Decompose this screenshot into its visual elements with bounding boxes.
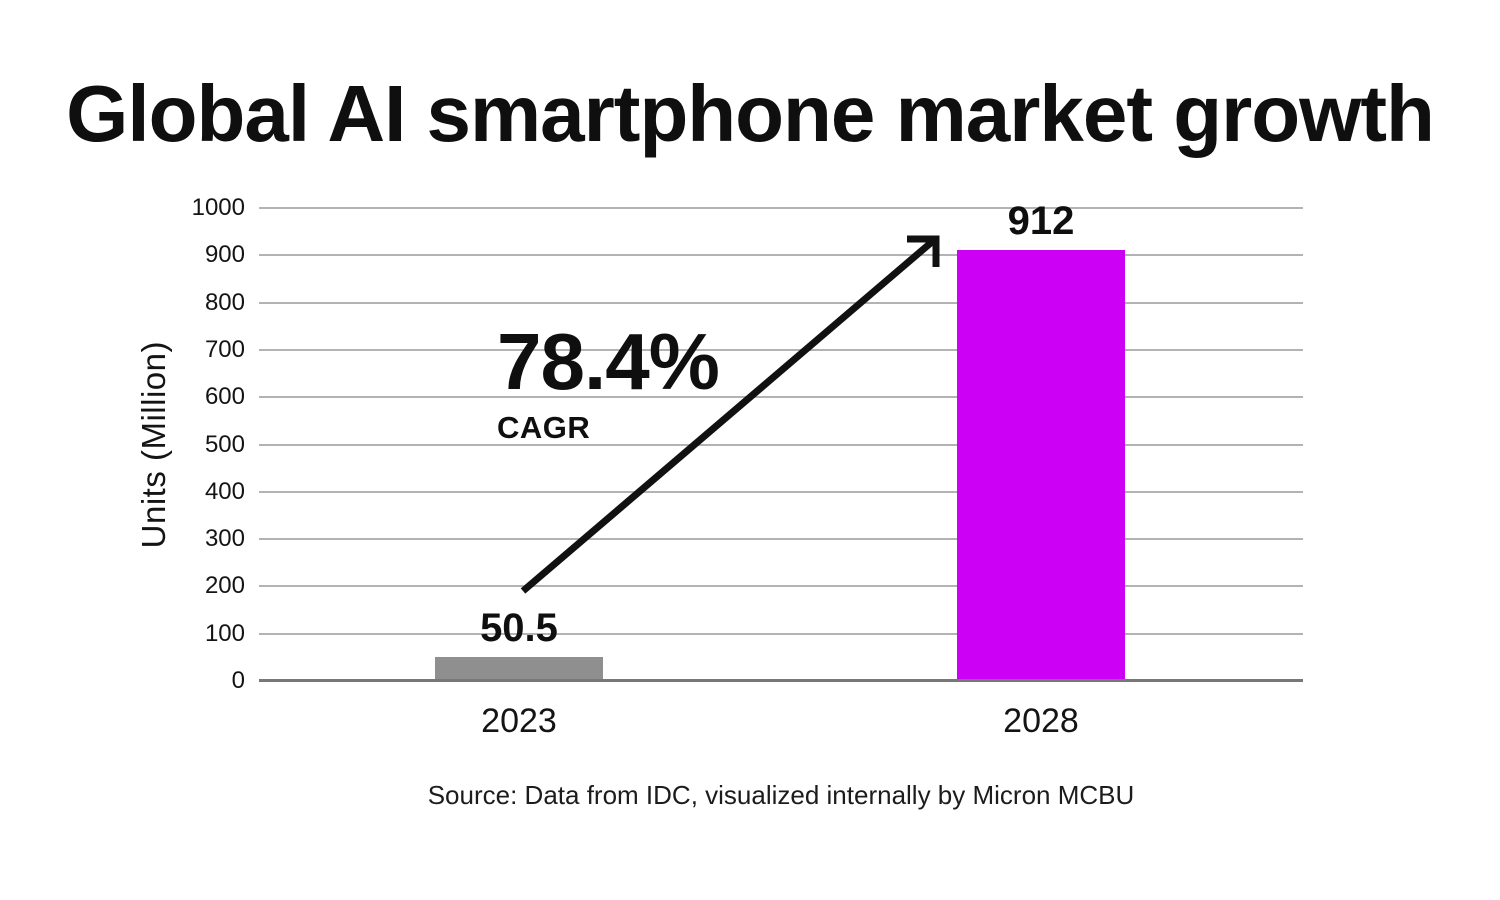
y-tick-label-100: 100: [204, 619, 245, 647]
y-tick-label-900: 900: [204, 241, 245, 269]
bar-group-2028: 912: [957, 199, 1125, 681]
bar-value-label-2028: 912: [1007, 199, 1075, 243]
bar-2028: [957, 250, 1125, 681]
gridline-1000: [259, 207, 1303, 209]
gridline-800: [259, 301, 1303, 304]
bar-value-label-2023: 50.5: [480, 606, 558, 650]
bar-group-2023: 50.5: [435, 606, 603, 681]
gridline-900: [259, 254, 1303, 257]
gridline-300: [259, 538, 1303, 541]
y-tick-label-400: 400: [204, 477, 245, 505]
y-tick-label-800: 800: [204, 288, 245, 316]
source-note: Source: Data from IDC, visualized intern…: [427, 780, 1135, 810]
y-tick-label-700: 700: [204, 335, 245, 363]
x-axis-baseline: [259, 679, 1303, 682]
cagr-value: 78.4%: [497, 317, 720, 406]
y-tick-label-600: 600: [204, 383, 245, 411]
x-tick-label-2028: 2028: [1003, 702, 1079, 740]
y-tick-label-1000: 1000: [191, 194, 245, 221]
y-axis-title-text: Units (Million): [135, 340, 172, 549]
bar-2023: [435, 657, 603, 681]
x-tick-label-2023: 2023: [481, 702, 557, 740]
chart-title: Global AI smartphone market growth: [66, 69, 1435, 158]
cagr-label: CAGR: [497, 410, 591, 445]
y-tick-label-0: 0: [231, 667, 245, 694]
y-tick-label-300: 300: [204, 525, 245, 553]
gridline-200: [259, 585, 1303, 588]
y-tick-label-500: 500: [204, 430, 245, 458]
gridline-400: [259, 490, 1303, 493]
gridline-600: [259, 396, 1303, 399]
gridline-700: [259, 348, 1303, 351]
y-tick-label-200: 200: [204, 572, 245, 600]
cagr-annotation: 78.4% CAGR: [497, 317, 720, 446]
plot-area: 0 100 200 300 400 500 600 700 800 900 1000 Units (…: [135, 194, 1303, 740]
gridline-500: [259, 443, 1303, 446]
y-axis-title: Units (Million): [132, 208, 176, 681]
gridline-100: [259, 632, 1303, 635]
